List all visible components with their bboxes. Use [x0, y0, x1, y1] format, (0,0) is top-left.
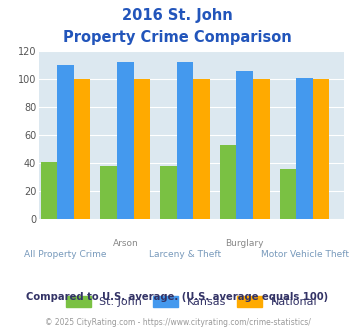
- Bar: [253, 79, 270, 219]
- Bar: [236, 71, 253, 219]
- Bar: [193, 79, 210, 219]
- Text: Property Crime Comparison: Property Crime Comparison: [63, 30, 292, 45]
- Text: All Property Crime: All Property Crime: [24, 250, 107, 259]
- Text: 2016 St. John: 2016 St. John: [122, 8, 233, 23]
- Bar: [74, 79, 91, 219]
- Bar: [296, 78, 313, 219]
- Bar: [57, 65, 74, 219]
- Bar: [220, 145, 236, 219]
- Text: Arson: Arson: [113, 239, 138, 248]
- Bar: [100, 166, 117, 219]
- Bar: [177, 62, 193, 219]
- Bar: [41, 162, 57, 219]
- Bar: [160, 166, 177, 219]
- Text: Compared to U.S. average. (U.S. average equals 100): Compared to U.S. average. (U.S. average …: [26, 292, 329, 302]
- Text: © 2025 CityRating.com - https://www.cityrating.com/crime-statistics/: © 2025 CityRating.com - https://www.city…: [45, 318, 310, 327]
- Bar: [313, 79, 329, 219]
- Bar: [117, 62, 133, 219]
- Bar: [280, 169, 296, 219]
- Text: Burglary: Burglary: [225, 239, 264, 248]
- Text: Motor Vehicle Theft: Motor Vehicle Theft: [261, 250, 349, 259]
- Bar: [133, 79, 150, 219]
- Text: Larceny & Theft: Larceny & Theft: [149, 250, 221, 259]
- Legend: St. John, Kansas, National: St. John, Kansas, National: [62, 291, 322, 312]
